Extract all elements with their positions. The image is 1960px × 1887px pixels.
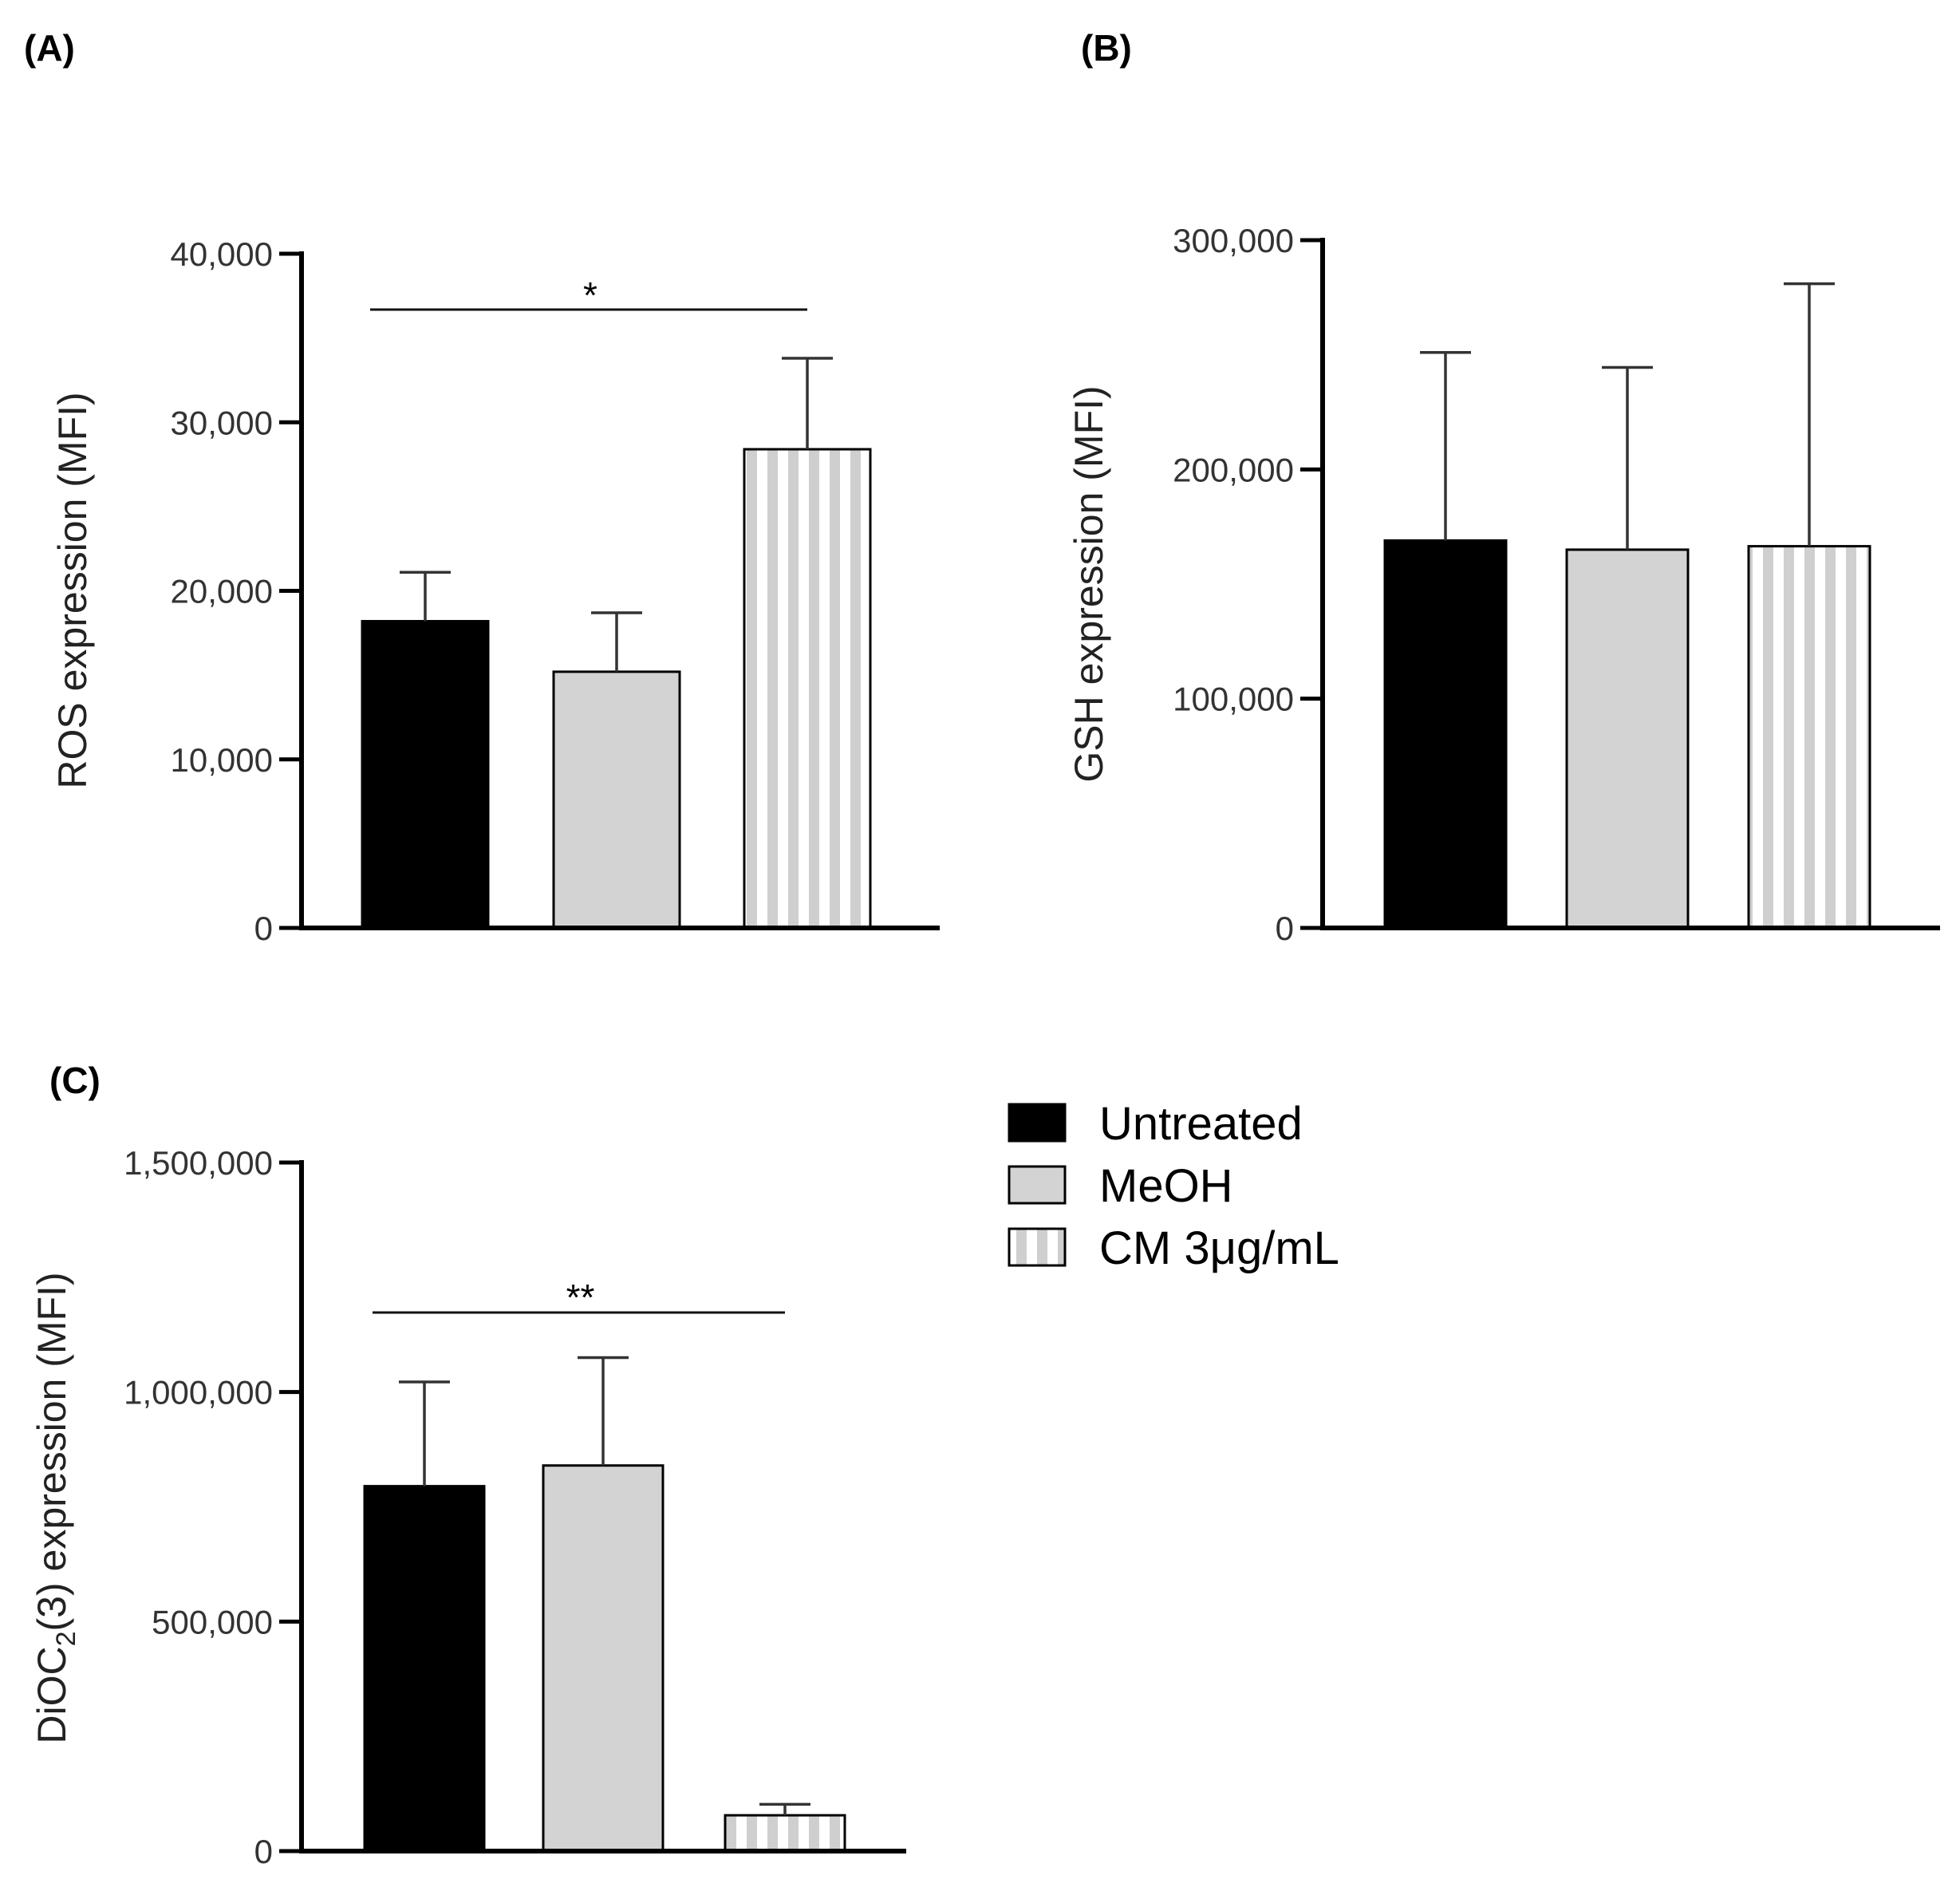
legend-label-cm: CM 3μg/mL: [1099, 1222, 1339, 1274]
bar-cm-3-g-ml: [1747, 545, 1871, 930]
y-tick-label: 1,500,000: [124, 1144, 273, 1182]
panel-label: (C): [49, 1060, 101, 1101]
y-tick-label: 40,000: [171, 235, 273, 273]
bar-cm-3-g-ml: [724, 1814, 846, 1853]
bar-meoh: [1565, 548, 1690, 930]
y-tick-label: 300,000: [1173, 222, 1294, 259]
legend: Untreated MeOH CM 3μg/mL: [1008, 1098, 1339, 1274]
legend-swatch-untreated: [1008, 1103, 1067, 1143]
bar-meoh: [552, 670, 681, 930]
y-tick-label: 500,000: [152, 1603, 273, 1640]
bar-untreated: [1383, 539, 1508, 930]
y-axis-title: ROS expression (MFI): [50, 392, 95, 788]
y-axis-title: DiOC2(3) expression (MFI): [30, 1272, 81, 1743]
y-axis-title: GSH expression (MFI): [1067, 385, 1111, 782]
bar-untreated: [363, 1485, 486, 1853]
bar-cm-3-g-ml: [743, 448, 872, 930]
y-tick-label: 0: [1276, 910, 1294, 947]
y-tick-label: 0: [254, 1833, 273, 1870]
y-tick-label: 0: [254, 910, 273, 947]
y-tick-label: 20,000: [171, 573, 273, 610]
y-tick-label: 1,000,000: [124, 1374, 273, 1411]
significance-label: *: [583, 274, 597, 316]
significance-label: **: [566, 1277, 595, 1318]
chart-panel-a: (A) ROS expression (MFI) 0 10,000 20,000 30,0…: [24, 27, 940, 947]
bar-meoh: [542, 1464, 665, 1853]
chart-panel-c: (C) DiOC2(3) expression (MFI) 0 500,000 1,00…: [30, 1060, 906, 1870]
y-tick-label: 200,000: [1173, 451, 1294, 488]
legend-label-untreated: Untreated: [1099, 1098, 1303, 1150]
panel-label: (B): [1081, 27, 1132, 69]
bar-untreated: [361, 620, 490, 930]
legend-swatch-meoh: [1008, 1165, 1067, 1205]
y-tick-label: 100,000: [1173, 681, 1294, 718]
chart-panel-b: (B) GSH expression (MFI) 0 100,000 200,000 30…: [1067, 27, 1940, 947]
legend-swatch-cm: [1008, 1227, 1067, 1267]
y-tick-label: 30,000: [171, 404, 273, 441]
legend-label-meoh: MeOH: [1099, 1160, 1233, 1212]
panel-label: (A): [24, 27, 75, 69]
y-tick-label: 10,000: [171, 741, 273, 779]
